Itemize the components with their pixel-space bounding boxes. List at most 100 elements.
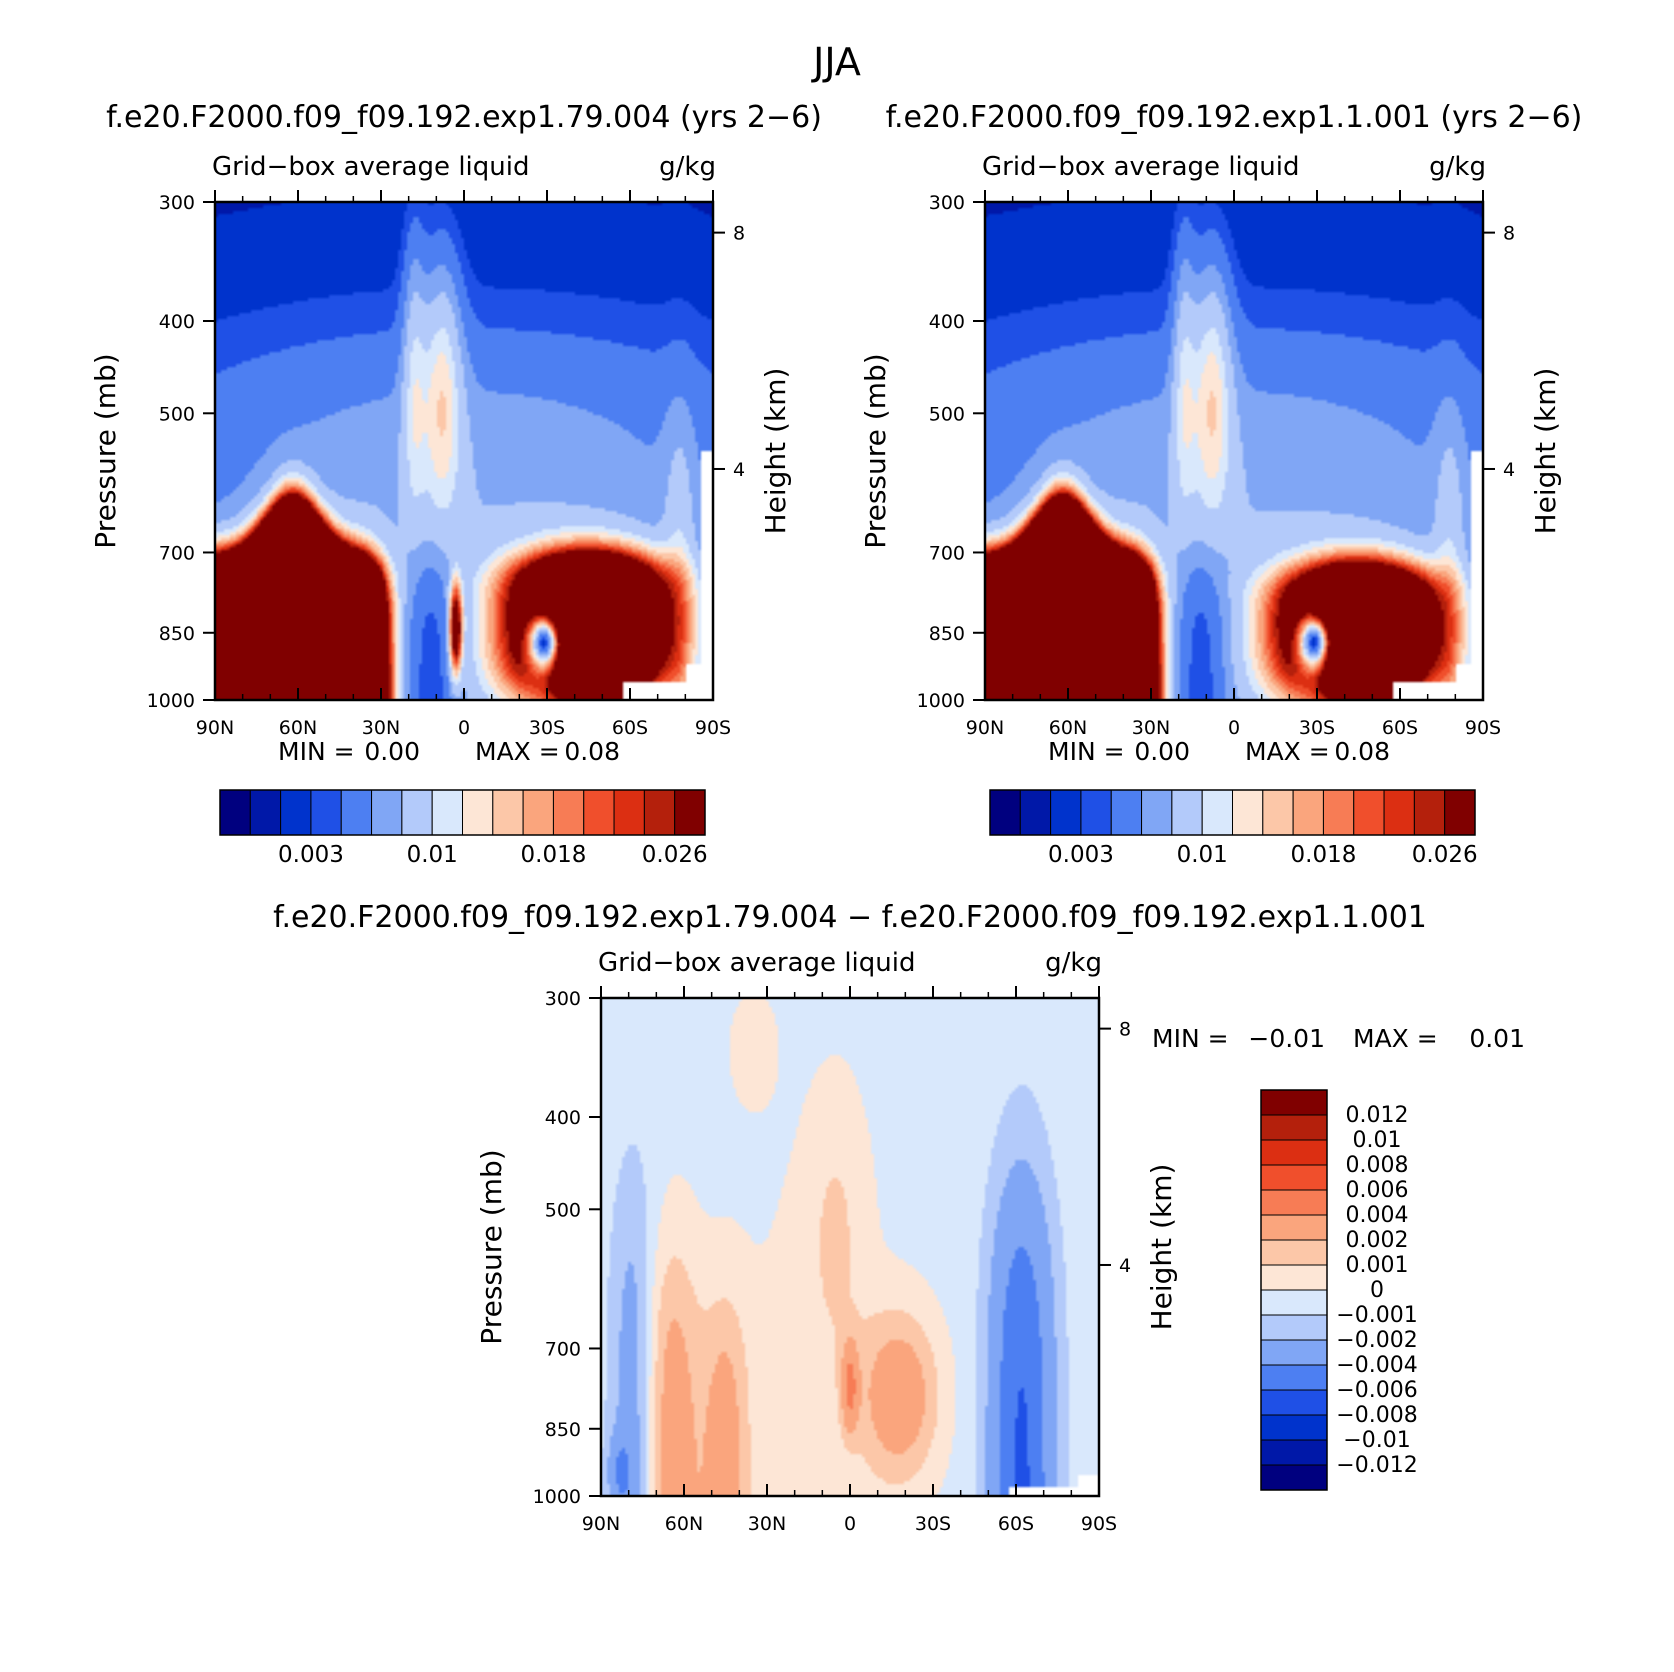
colorbar-swatch xyxy=(1080,789,1112,836)
panel-experiment-1: f.e20.F2000.f09_f09.192.exp1.1.001 (yrs … xyxy=(859,100,1582,868)
x-tick-label: 90S xyxy=(1465,717,1501,739)
colorbar-label: 0 xyxy=(1370,1278,1384,1303)
stats-max-label: MAX = xyxy=(475,737,560,766)
colorbar-label: 0.001 xyxy=(1346,1253,1409,1278)
colorbar-swatch xyxy=(522,789,554,836)
colorbar-label: 0.002 xyxy=(1346,1228,1409,1253)
colorbar-swatch xyxy=(1383,789,1415,836)
colorbar-label: 0.01 xyxy=(1177,842,1228,868)
stats-min-value: −0.01 xyxy=(1248,1024,1325,1053)
x-tick-label: 60S xyxy=(612,717,648,739)
panel-title: f.e20.F2000.f09_f09.192.exp1.79.004 − f.… xyxy=(273,900,1427,935)
colorbar-swatch xyxy=(401,789,433,836)
stats-max-value: 0.01 xyxy=(1469,1024,1525,1053)
y2-axis-label: Height (km) xyxy=(759,368,792,535)
colorbar-swatch xyxy=(280,789,312,836)
x-tick-label: 60N xyxy=(1049,717,1087,739)
x-tick-label: 60S xyxy=(1382,717,1418,739)
stats-max-value: 0.08 xyxy=(564,737,620,766)
colorbar-swatch xyxy=(1322,789,1355,836)
y2-tick-label: 4 xyxy=(1119,1255,1131,1277)
colorbar-label: 0.026 xyxy=(642,842,708,868)
colorbar-swatch xyxy=(1050,789,1082,836)
x-tick-label: 90N xyxy=(966,717,1004,739)
y2-axis-label: Height (km) xyxy=(1529,368,1562,535)
x-tick-label: 60N xyxy=(665,1513,703,1535)
colorbar-label: 0.004 xyxy=(1346,1203,1409,1228)
colorbar-swatch xyxy=(340,789,373,836)
x-tick-label: 0 xyxy=(844,1513,856,1535)
stats-min-label: MIN = xyxy=(1048,737,1125,766)
colorbar-frame xyxy=(1260,1089,1328,1491)
colorbar-label: −0.008 xyxy=(1336,1403,1417,1428)
colorbar-swatch xyxy=(1260,1289,1328,1316)
colorbar-label: 0.003 xyxy=(1048,842,1114,868)
colorbar-swatch xyxy=(1260,1314,1328,1341)
colorbar-label: 0.006 xyxy=(1346,1178,1409,1203)
colorbar-swatch xyxy=(583,789,615,836)
colorbar-label: −0.01 xyxy=(1343,1428,1410,1453)
colorbar-swatch xyxy=(1260,1414,1328,1441)
y-tick-label: 500 xyxy=(545,1199,581,1221)
colorbar-swatch xyxy=(1260,1464,1328,1491)
x-tick-label: 30S xyxy=(529,717,565,739)
colorbar-swatch xyxy=(492,789,524,836)
figure-title: JJA xyxy=(811,40,861,84)
y2-axis-label: Height (km) xyxy=(1145,1164,1178,1331)
panel-subtitle-left: Grid−box average liquid xyxy=(598,948,915,978)
y-tick-label: 500 xyxy=(929,403,965,425)
colorbar-label: 0.01 xyxy=(1353,1128,1402,1153)
colorbar-label: 0.008 xyxy=(1346,1153,1409,1178)
y-tick-label: 500 xyxy=(159,403,195,425)
colorbar-swatch xyxy=(613,789,645,836)
colorbar-swatch xyxy=(643,789,676,836)
y2-tick-label: 8 xyxy=(733,223,745,245)
colorbar-swatch xyxy=(462,789,494,836)
panel-units: g/kg xyxy=(1045,948,1102,978)
colorbar-swatch xyxy=(1110,789,1143,836)
colorbar-swatch xyxy=(1260,1214,1328,1241)
y-tick-label: 1000 xyxy=(147,690,195,712)
y-tick-label: 700 xyxy=(159,542,195,564)
panel-units: g/kg xyxy=(1429,152,1486,182)
colorbar-swatch xyxy=(1260,1089,1328,1116)
panel-experiment-79: f.e20.F2000.f09_f09.192.exp1.79.004 (yrs… xyxy=(89,100,822,868)
x-tick-label: 90N xyxy=(196,717,234,739)
y-tick-label: 700 xyxy=(545,1338,581,1360)
x-tick-label: 30S xyxy=(1299,717,1335,739)
colorbar-swatch xyxy=(1260,1239,1328,1266)
y2-tick-label: 8 xyxy=(1503,223,1515,245)
y2-tick-label: 8 xyxy=(1119,1019,1131,1041)
panel-subtitle-left: Grid−box average liquid xyxy=(982,152,1299,182)
x-tick-label: 90S xyxy=(695,717,731,739)
y-axis-label: Pressure (mb) xyxy=(475,1149,508,1344)
stats-min-label: MIN = xyxy=(278,737,355,766)
stats-max-label: MAX = xyxy=(1245,737,1330,766)
colorbar-swatch xyxy=(1232,789,1264,836)
y-tick-label: 850 xyxy=(159,623,195,645)
y-tick-label: 700 xyxy=(929,542,965,564)
colorbar-swatch xyxy=(371,789,403,836)
colorbar-swatch xyxy=(249,789,282,836)
x-tick-label: 0 xyxy=(1228,717,1240,739)
y-tick-label: 400 xyxy=(545,1107,581,1129)
y-tick-label: 850 xyxy=(929,623,965,645)
colorbar-swatch xyxy=(1260,1264,1328,1291)
colorbar-swatch xyxy=(552,789,585,836)
colorbar-label: 0.018 xyxy=(521,842,587,868)
y-tick-label: 1000 xyxy=(917,690,965,712)
colorbar-swatch xyxy=(1260,1439,1328,1466)
y-axis-label: Pressure (mb) xyxy=(89,353,122,548)
x-tick-label: 90N xyxy=(582,1513,620,1535)
colorbar-swatch xyxy=(1260,1114,1328,1141)
x-tick-label: 60N xyxy=(279,717,317,739)
colorbar-swatch xyxy=(1413,789,1446,836)
colorbar-swatch xyxy=(1260,1364,1328,1391)
colorbar-label: −0.002 xyxy=(1336,1328,1417,1353)
y-tick-label: 300 xyxy=(929,192,965,214)
y-axis-label: Pressure (mb) xyxy=(859,353,892,548)
colorbar-frame xyxy=(219,789,706,836)
colorbar-swatch xyxy=(1201,789,1233,836)
stats-max-label: MAX = xyxy=(1353,1024,1438,1053)
